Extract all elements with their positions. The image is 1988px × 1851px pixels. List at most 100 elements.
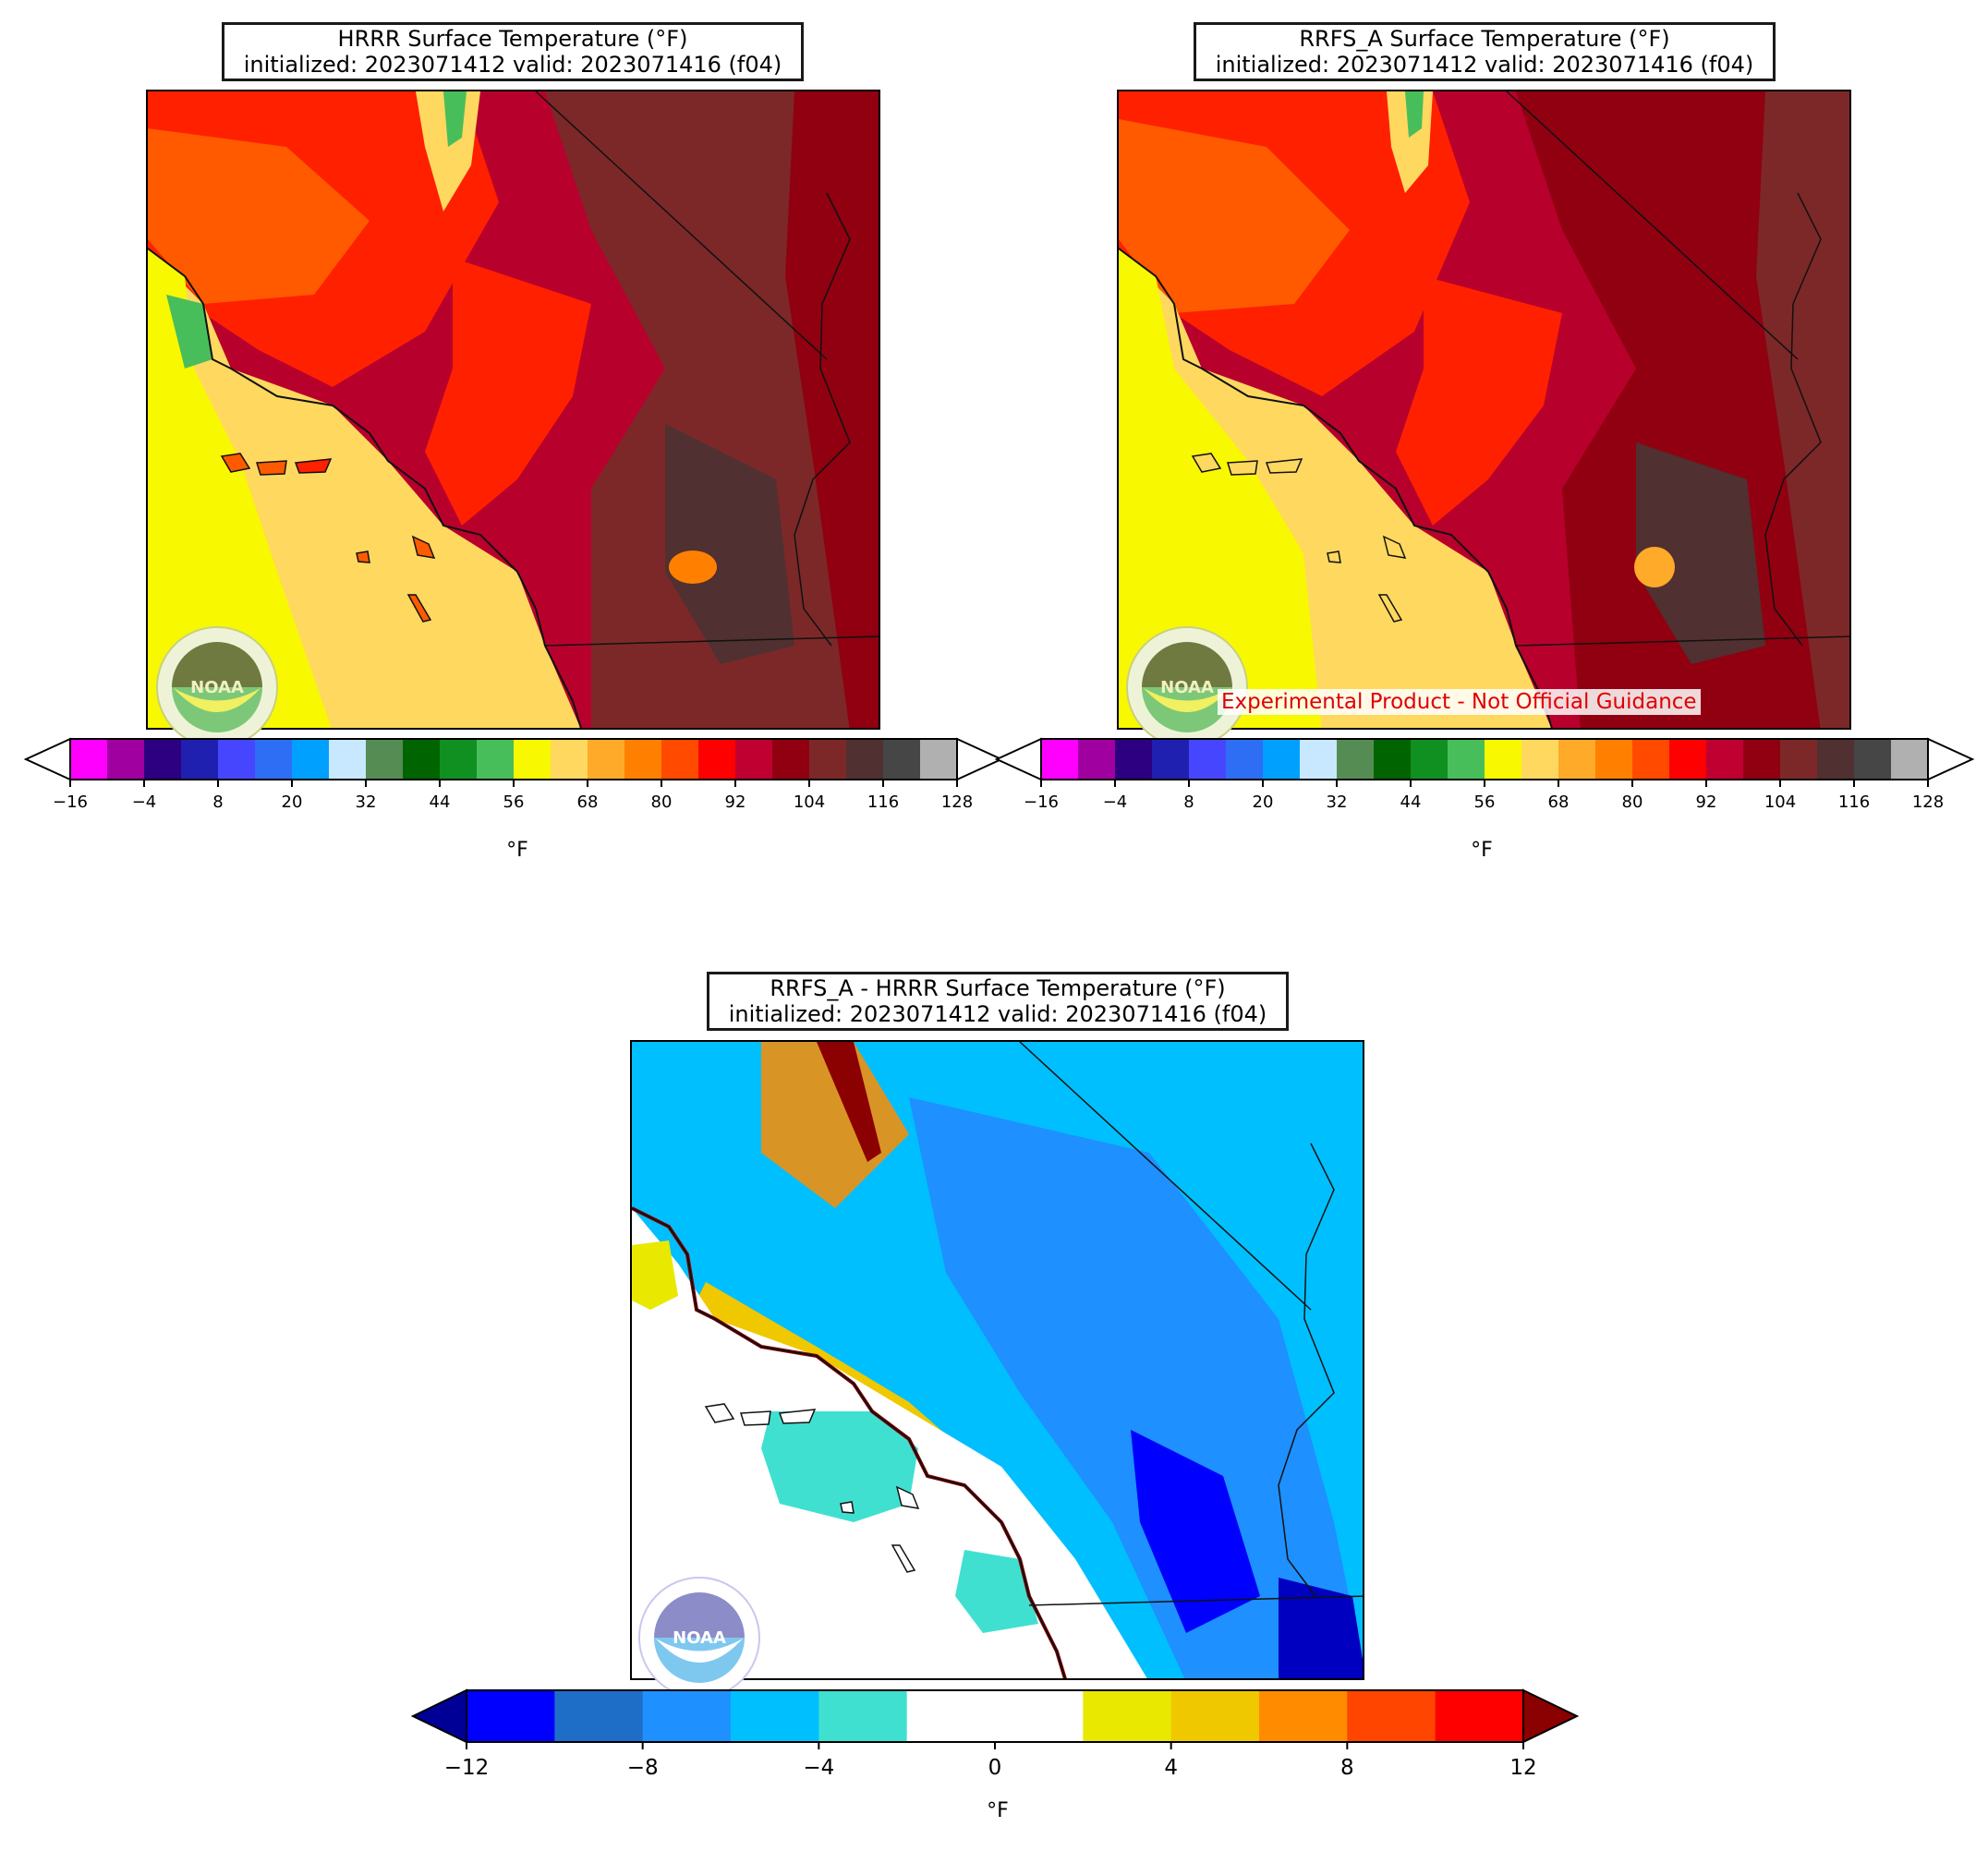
hrrr-colorbar-swatch <box>144 739 182 780</box>
diff-island-1 <box>704 1403 735 1423</box>
diff-colorbar-swatch <box>731 1690 819 1742</box>
rrfs-colorado-river <box>1764 192 1822 647</box>
diff-colorbar-tick-label: 8 <box>1340 1756 1354 1780</box>
rrfs-colorbar-swatch <box>1337 739 1375 780</box>
diff-ocean-cyan-1 <box>761 1411 918 1522</box>
hrrr-mountain-cool <box>416 91 480 212</box>
diff-colorbar-swatch <box>554 1690 644 1742</box>
hrrr-state-border-ca-nv <box>535 91 828 360</box>
diff-colorbar-swatch <box>467 1690 555 1742</box>
diff-island-3 <box>778 1409 817 1424</box>
rrfs-colorbar-swatch <box>1817 739 1855 780</box>
diff-island-4 <box>840 1501 855 1514</box>
diff-colorbar-swatch <box>642 1690 732 1742</box>
hrrr-nw-orange <box>148 128 370 304</box>
hrrr-colorbar-swatch <box>661 739 699 780</box>
hrrr-colorbar-swatch <box>883 739 921 780</box>
hrrr-cool-ocean-patch <box>166 295 212 369</box>
rrfs-colorbar-tick-label: 8 <box>1183 792 1194 812</box>
rrfs-colorbar-swatch <box>1632 739 1670 780</box>
rrfs-mountain-green <box>1405 91 1424 138</box>
noaa-logo-rrfs-text: NOAA <box>1160 678 1214 697</box>
rrfs-colorbar-swatch <box>1595 739 1633 780</box>
rrfs-colorbar-swatch <box>1189 739 1227 780</box>
hrrr-colorbar-swatch <box>255 739 293 780</box>
hrrr-colorbar-swatch <box>440 739 478 780</box>
rrfs-colorbar-extend-high <box>1927 737 1975 781</box>
hrrr-colorbar-swatch <box>366 739 404 780</box>
hrrr-map-svg <box>148 91 879 728</box>
diff-mexico-border <box>1028 1595 1363 1606</box>
diff-title: RRFS_A - HRRR Surface Temperature (°F) i… <box>707 972 1289 1031</box>
diff-colorbar-swatch <box>818 1690 908 1742</box>
diff-map-svg <box>632 1042 1363 1678</box>
diff-colorbar-unit: °F <box>987 1799 1009 1822</box>
hrrr-colorbar-swatch <box>514 739 552 780</box>
hrrr-colorbar-swatch <box>735 739 773 780</box>
rrfs-colorbar-swatch <box>1226 739 1264 780</box>
hrrr-colorbar-tick-label: 104 <box>794 792 825 812</box>
hrrr-colorbar-swatch <box>292 739 330 780</box>
noaa-logo-diff: NOAA <box>637 1576 761 1700</box>
diff-ocean-cyan-2 <box>955 1550 1038 1633</box>
diff-colorbar-swatch <box>1435 1690 1524 1742</box>
diff-title-line1: RRFS_A - HRRR Surface Temperature (°F) <box>770 975 1226 1001</box>
diff-island-5 <box>895 1485 920 1509</box>
rrfs-mexico-border <box>1515 635 1849 647</box>
rrfs-dark-patch <box>1636 442 1765 664</box>
hrrr-colorbar-tick-label: 8 <box>212 792 223 812</box>
hrrr-colorbar-svg: −16 −4 8 20 32 44 56 68 80 92 104 116 128 <box>23 737 1004 812</box>
diff-colorado-river <box>1278 1143 1335 1597</box>
hrrr-title-line1: HRRR Surface Temperature (°F) <box>337 26 688 52</box>
rrfs-colorbar-tick-label: 32 <box>1327 792 1348 812</box>
hrrr-colorbar-swatch <box>588 739 625 780</box>
rrfs-colorbar-unit: °F <box>1471 839 1493 862</box>
rrfs-title-line1: RRFS_A Surface Temperature (°F) <box>1299 26 1670 52</box>
hrrr-island-6 <box>406 594 432 623</box>
noaa-logo-diff-text: NOAA <box>673 1628 726 1648</box>
rrfs-colorbar-extend-low <box>994 737 1042 781</box>
experimental-disclaimer: Experimental Product - Not Official Guid… <box>1218 689 1701 715</box>
rrfs-map <box>1117 90 1851 730</box>
rrfs-colorbar-tick-label: −16 <box>1024 792 1059 812</box>
hrrr-colorbar-tick-label: 116 <box>867 792 899 812</box>
diff-warm-ridge <box>817 1042 881 1162</box>
rrfs-island-5 <box>1382 535 1407 559</box>
rrfs-colorbar-tick-label: −4 <box>1103 792 1128 812</box>
rrfs-inland-red <box>1396 276 1562 526</box>
hrrr-colorbar-tick-label: 68 <box>577 792 599 812</box>
diff-colorbar-swatch <box>995 1690 1084 1742</box>
hrrr-colorbar-swatch <box>809 739 847 780</box>
rrfs-colorbar-swatch <box>1521 739 1559 780</box>
hrrr-mountain-green <box>443 91 467 147</box>
diff-colorbar-swatch <box>1083 1690 1172 1742</box>
rrfs-coastline <box>1119 248 1553 728</box>
diff-island-6 <box>891 1544 916 1573</box>
rrfs-colorbar-swatch <box>1891 739 1929 780</box>
diff-colorbar-tick-label: −4 <box>803 1756 834 1780</box>
hrrr-colorbar-swatch <box>698 739 736 780</box>
rrfs-colorbar-tick-label: 80 <box>1622 792 1643 812</box>
hrrr-colorado-river <box>794 192 851 647</box>
hrrr-salton-patch <box>669 550 717 584</box>
diff-colorbar-extend-low <box>410 1688 467 1744</box>
rrfs-colorbar-swatch <box>1078 739 1116 780</box>
hrrr-island-2 <box>256 460 287 476</box>
diff-coastline <box>632 1207 1066 1678</box>
hrrr-colorbar-swatch <box>920 739 958 780</box>
rrfs-title: RRFS_A Surface Temperature (°F) initiali… <box>1194 22 1776 81</box>
rrfs-colorbar-swatch <box>1411 739 1449 780</box>
diff-colorbar-tick-label: 0 <box>988 1756 1002 1780</box>
diff-state-border-ca-nv <box>1019 1042 1312 1311</box>
diff-colorbar-tick-label: −8 <box>627 1756 659 1780</box>
rrfs-colorbar-swatch <box>1374 739 1412 780</box>
noaa-logo-hrrr-text: NOAA <box>190 678 244 697</box>
hrrr-open-ocean <box>148 248 332 728</box>
diff-colorbar-svg: −12 −8 −4 0 4 8 12 <box>410 1688 1580 1780</box>
hrrr-colorbar: −16 −4 8 20 32 44 56 68 80 92 104 116 128 <box>23 737 1005 820</box>
diff-colorbar-tick-label: 4 <box>1164 1756 1178 1780</box>
diff-colorbar-extend-high <box>1522 1688 1580 1744</box>
hrrr-colorbar-swatch <box>772 739 810 780</box>
diff-strong-cool-1 <box>1131 1430 1260 1633</box>
diff-colorbar-tick-label: −12 <box>444 1756 490 1780</box>
